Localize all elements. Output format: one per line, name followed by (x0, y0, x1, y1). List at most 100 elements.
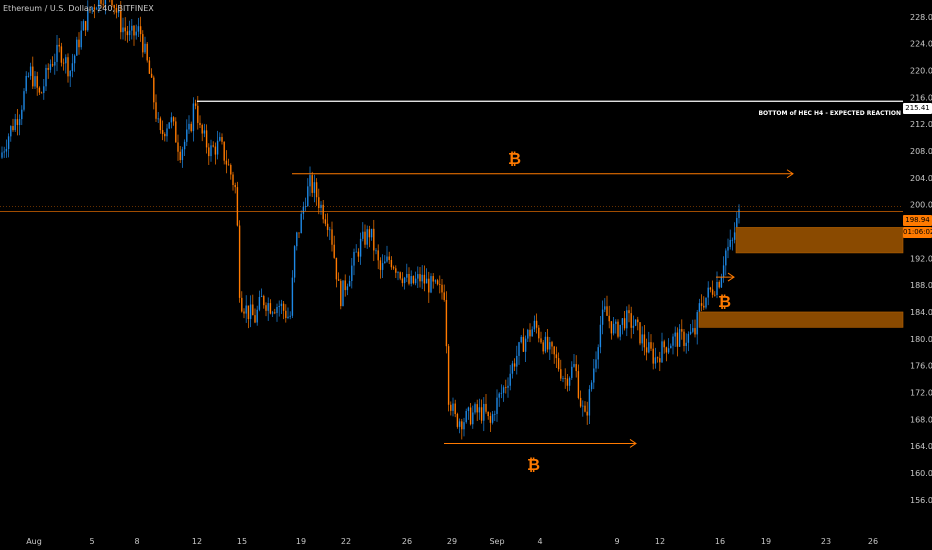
candle-body (588, 389, 591, 416)
candle-body (410, 276, 412, 284)
candle-body (318, 197, 320, 209)
candle-body (661, 341, 663, 363)
candle-body (364, 231, 366, 245)
candle-body (10, 126, 12, 137)
chart-title: Ethereum / U.S. Dollar, 240, BITFINEX (3, 4, 154, 13)
candle-body (654, 357, 657, 364)
candle-body (80, 30, 82, 48)
candle-body (280, 303, 283, 307)
candle-body (650, 342, 652, 349)
candle-body (38, 87, 41, 93)
candle-body (681, 329, 683, 332)
candle-body (738, 209, 740, 219)
candle-body (689, 331, 692, 334)
candle-body (313, 182, 316, 193)
candle-body (100, 0, 102, 4)
candle-body (300, 213, 302, 234)
candle-body (274, 312, 276, 314)
candle-body (597, 347, 599, 360)
candle-body (370, 228, 373, 238)
candle-body (465, 410, 467, 423)
candle-body (531, 329, 533, 337)
candle-body (487, 411, 489, 417)
candle-body (542, 342, 544, 352)
candle-body (472, 412, 474, 425)
candle-body (502, 387, 505, 393)
candle-body (447, 346, 450, 405)
candle-body (212, 145, 214, 147)
candle-body (663, 341, 665, 348)
candle-body (443, 292, 445, 300)
candle-body (725, 250, 727, 266)
arrow-head (786, 169, 794, 179)
candle-body (238, 225, 241, 298)
candle-body (553, 346, 555, 355)
candle-body (584, 405, 586, 412)
candle-body (612, 323, 615, 334)
candle-body (124, 27, 126, 32)
y-tick-label: 192.00 (910, 254, 932, 263)
candle-body (579, 397, 582, 407)
candle-body (441, 284, 443, 293)
candle-body (496, 397, 498, 414)
candle-body (562, 378, 564, 379)
candle-body (137, 26, 140, 32)
candle-body (643, 334, 646, 348)
candle-body (192, 103, 195, 132)
candle-body (551, 342, 553, 347)
candle-body (293, 246, 296, 278)
candle-body (269, 303, 272, 314)
candle-body (346, 286, 349, 291)
candle-body (276, 307, 278, 314)
candle-body (434, 280, 437, 282)
candle-body (93, 7, 96, 10)
y-tick-label: 208.00 (910, 147, 932, 156)
candle-body (615, 321, 617, 324)
candle-body (260, 296, 263, 297)
candle-body (518, 342, 520, 356)
y-tick-label: 220.00 (910, 66, 932, 75)
candle-body (282, 303, 285, 311)
candle-body (524, 338, 527, 352)
candle-body (467, 407, 470, 411)
candle-body (590, 382, 593, 390)
candles-layer (1, 0, 740, 440)
candle-body (43, 86, 45, 93)
candle-body (436, 280, 439, 285)
candle-body (340, 280, 342, 307)
x-tick-label: 4 (537, 537, 542, 546)
candle-body (406, 273, 408, 278)
candle-body (230, 165, 232, 175)
candle-body (315, 182, 318, 198)
candle-body (289, 315, 291, 317)
candle-body (102, 3, 104, 5)
candle-body (469, 407, 472, 425)
candle-body (357, 251, 360, 257)
candle-body (236, 187, 239, 226)
candle-body (632, 325, 635, 328)
bitcoin-icon: ₿ (527, 455, 541, 474)
candle-body (298, 232, 300, 234)
arrow-head (727, 272, 735, 282)
candle-body (705, 297, 707, 308)
candle-body (606, 306, 608, 316)
candle-body (368, 229, 371, 238)
candle-body (362, 231, 364, 239)
candle-body (665, 347, 668, 353)
candle-body (40, 92, 43, 94)
candle-body (568, 377, 571, 386)
candle-body (557, 358, 560, 370)
candle-body (417, 274, 419, 279)
x-tick-label: 23 (821, 537, 831, 546)
candle-body (425, 278, 428, 284)
y-tick-label: 204.00 (910, 174, 932, 183)
candle-body (241, 297, 243, 312)
candle-body (157, 118, 159, 120)
y-tick-label: 184.00 (910, 308, 932, 317)
candle-body (733, 232, 736, 240)
candle-body (210, 145, 212, 157)
candle-body (223, 141, 225, 161)
candle-body (120, 10, 122, 33)
candle-body (461, 421, 463, 430)
